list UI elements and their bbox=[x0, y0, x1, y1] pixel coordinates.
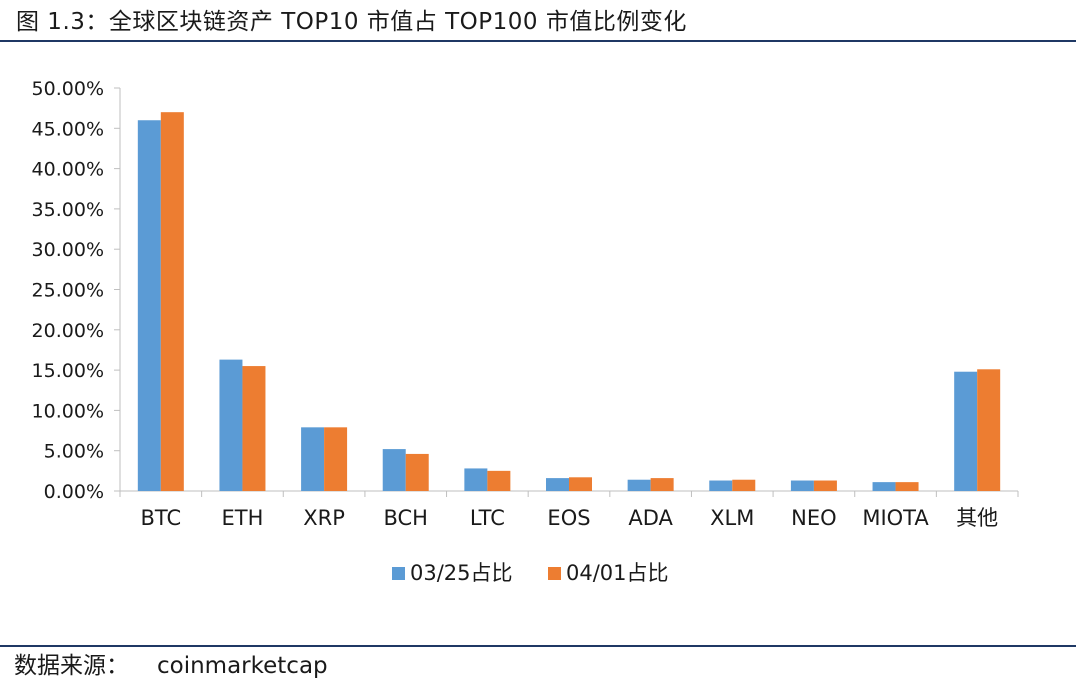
y-tick-label: 0.00% bbox=[44, 481, 104, 503]
source-note: 数据来源： coinmarketcap bbox=[14, 650, 328, 682]
bar-2 bbox=[324, 427, 348, 491]
bar-2 bbox=[732, 479, 756, 491]
bar-2 bbox=[977, 369, 1001, 491]
x-tick-label: EOS bbox=[547, 506, 590, 530]
bar-1 bbox=[872, 482, 896, 491]
y-tick-label: 25.00% bbox=[32, 280, 104, 302]
bar-1 bbox=[709, 480, 733, 491]
y-tick-label: 5.00% bbox=[44, 441, 104, 463]
x-tick-label: MIOTA bbox=[862, 506, 929, 530]
bar-1 bbox=[954, 371, 978, 491]
source-value: coinmarketcap bbox=[157, 653, 328, 679]
x-tick-label: NEO bbox=[791, 506, 837, 530]
x-tick-label: ADA bbox=[628, 506, 673, 530]
bar-1 bbox=[546, 478, 569, 491]
bar-2 bbox=[895, 482, 919, 491]
x-tick-label: BCH bbox=[383, 506, 428, 530]
bar-1 bbox=[464, 468, 488, 491]
bar-2 bbox=[813, 480, 837, 491]
x-tick-label: XRP bbox=[303, 506, 345, 530]
legend-swatch-2 bbox=[548, 567, 561, 580]
y-tick-label: 50.00% bbox=[32, 78, 104, 100]
bar-2 bbox=[487, 470, 511, 491]
bar-1 bbox=[790, 480, 814, 491]
legend-swatch-1 bbox=[392, 567, 405, 580]
y-tick-label: 30.00% bbox=[32, 239, 104, 261]
bar-2 bbox=[405, 453, 429, 491]
bar-1 bbox=[382, 449, 406, 491]
y-tick-label: 45.00% bbox=[32, 118, 104, 140]
bar-2 bbox=[569, 477, 592, 491]
bar-chart: 0.00% 5.00% 10.00% 15.00% 20.00% 25.00% 30.00%… bbox=[32, 78, 1019, 585]
figure-title: 图 1.3：全球区块链资产 TOP10 市值占 TOP100 市值比例变化 bbox=[16, 9, 687, 35]
y-tick-label: 15.00% bbox=[32, 360, 104, 382]
y-tick-label: 10.00% bbox=[32, 400, 104, 422]
legend-label-1: 03/25占比 bbox=[410, 561, 513, 585]
x-tick-label: BTC bbox=[140, 506, 181, 530]
bar-1 bbox=[301, 427, 325, 491]
bar-2 bbox=[242, 366, 266, 491]
bar-1 bbox=[137, 120, 161, 492]
y-tick-label: 35.00% bbox=[32, 199, 104, 221]
source-label: 数据来源： bbox=[14, 653, 129, 679]
bar-1 bbox=[627, 479, 651, 491]
bar-1 bbox=[219, 359, 243, 491]
bar-2 bbox=[650, 478, 674, 491]
x-tick-label: 其他 bbox=[956, 506, 998, 530]
y-tick-label: 20.00% bbox=[32, 320, 104, 342]
x-tick-label: XLM bbox=[710, 506, 754, 530]
source-divider bbox=[0, 645, 1076, 647]
y-tick-label: 40.00% bbox=[32, 159, 104, 181]
x-tick-label: LTC bbox=[470, 506, 505, 530]
legend-label-2: 04/01占比 bbox=[566, 561, 669, 585]
x-tick-label: ETH bbox=[222, 506, 264, 530]
bar-2 bbox=[160, 112, 184, 492]
title-divider bbox=[0, 40, 1076, 42]
